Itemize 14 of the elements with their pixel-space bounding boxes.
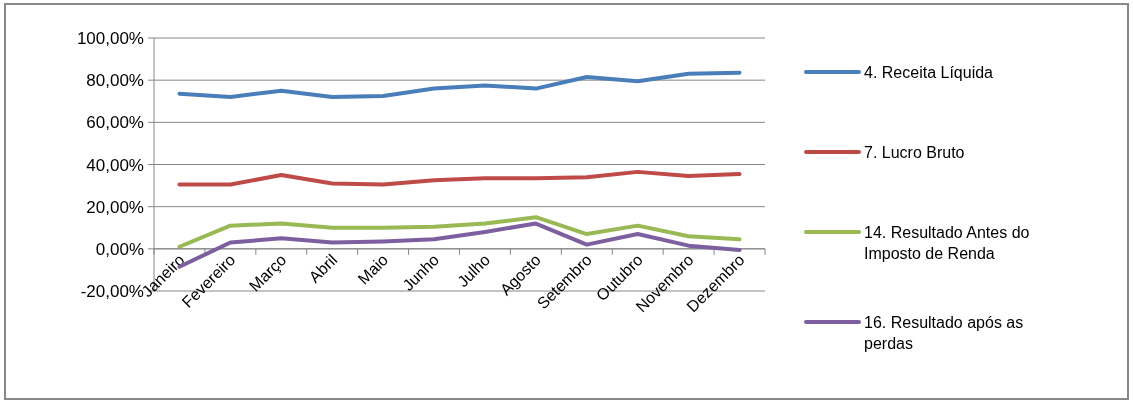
legend-label: 14. Resultado Antes do Imposto de Renda bbox=[864, 224, 1030, 262]
legend-label: 4. Receita Líquida bbox=[864, 64, 994, 81]
y-tick-label: 20,00% bbox=[86, 197, 144, 217]
y-tick-label: 80,00% bbox=[86, 71, 144, 91]
legend-label: 7. Lucro Bruto bbox=[864, 144, 965, 161]
y-tick-label: 40,00% bbox=[86, 155, 144, 175]
line-series bbox=[177, 70, 742, 100]
line-series bbox=[177, 215, 742, 249]
line-series bbox=[177, 169, 742, 187]
legend-label: 16. Resultado após as perdas bbox=[864, 314, 1024, 352]
y-tick-label: 60,00% bbox=[86, 113, 144, 133]
y-tick-label: 100,00% bbox=[76, 29, 144, 48]
y-tick-label: 0,00% bbox=[95, 239, 144, 259]
y-tick-label: -20,00% bbox=[80, 282, 144, 301]
